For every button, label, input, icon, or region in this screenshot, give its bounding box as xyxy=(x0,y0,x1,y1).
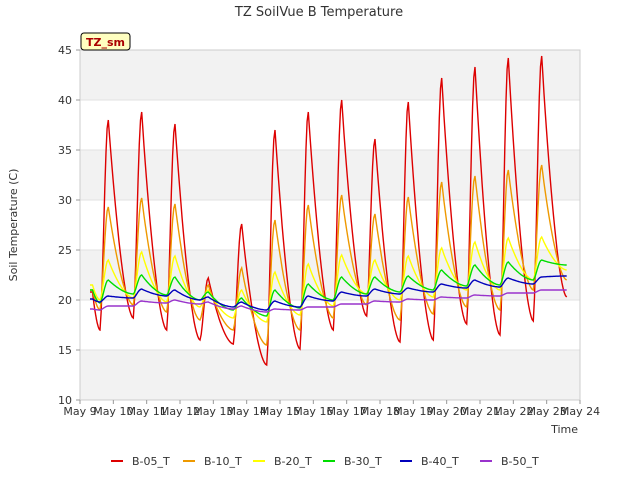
x-tick-label: May 18 xyxy=(360,405,400,418)
grid-band xyxy=(80,350,580,400)
y-tick-label: 30 xyxy=(58,194,72,207)
x-tick-label: May 12 xyxy=(160,405,200,418)
y-tick-label: 40 xyxy=(58,94,72,107)
legend-label: B-20_T xyxy=(274,455,312,468)
legend-label: B-40_T xyxy=(421,455,459,468)
y-tick-label: 45 xyxy=(58,44,72,57)
plot-frame xyxy=(79,49,581,401)
legend-label: B-50_T xyxy=(501,455,539,468)
y-tick-label: 15 xyxy=(58,344,72,357)
legend-label: B-10_T xyxy=(204,455,242,468)
tz-badge-label: TZ_sm xyxy=(86,36,125,49)
y-tick-label: 35 xyxy=(58,144,72,157)
x-tick-label: May 20 xyxy=(427,405,467,418)
x-tick-label: May 13 xyxy=(193,405,233,418)
grid-band xyxy=(80,50,580,100)
x-tick-label: May 9 xyxy=(63,405,96,418)
x-tick-label: May 11 xyxy=(127,405,167,418)
x-tick-label: May 14 xyxy=(227,405,267,418)
x-tick-label: May 22 xyxy=(493,405,533,418)
x-tick-label: May 17 xyxy=(327,405,367,418)
x-tick-label: May 10 xyxy=(93,405,133,418)
x-axis-title: Time xyxy=(550,423,578,436)
series-line-b-50-t xyxy=(90,289,567,313)
series-line-b-40-t xyxy=(90,275,567,311)
x-tick-label: May 19 xyxy=(393,405,433,418)
x-tick-label: May 21 xyxy=(460,405,500,418)
x-tick-label: May 15 xyxy=(260,405,300,418)
grid-band xyxy=(80,250,580,300)
series-line-b-05-t xyxy=(90,55,568,367)
y-tick-label: 10 xyxy=(58,394,72,407)
legend-label: B-05_T xyxy=(132,455,170,468)
series-lines xyxy=(90,55,568,367)
series-line-b-10-t xyxy=(90,164,568,346)
series-line-b-30-t xyxy=(90,259,567,317)
tz-badge-box xyxy=(80,32,131,51)
tz-badge: TZ_sm xyxy=(80,32,131,51)
x-tick-label: May 24 xyxy=(560,405,600,418)
y-axis-title: Soil Temperature (C) xyxy=(7,169,20,282)
series-line-b-20-t xyxy=(90,235,567,323)
y-axis: 10 15 20 25 30 35 40 45 xyxy=(58,44,80,407)
y-tick-label: 25 xyxy=(58,244,72,257)
x-tick-label: May 16 xyxy=(293,405,333,418)
chart-title: TZ SoilVue B Temperature xyxy=(234,5,403,20)
y-tick-label: 20 xyxy=(58,294,72,307)
legend: B-05_T B-10_T B-20_T B-30_T B-40_T B-50_T xyxy=(111,455,539,468)
grid-band xyxy=(80,150,580,200)
legend-label: B-30_T xyxy=(344,455,382,468)
x-tick-label: May 23 xyxy=(527,405,567,418)
